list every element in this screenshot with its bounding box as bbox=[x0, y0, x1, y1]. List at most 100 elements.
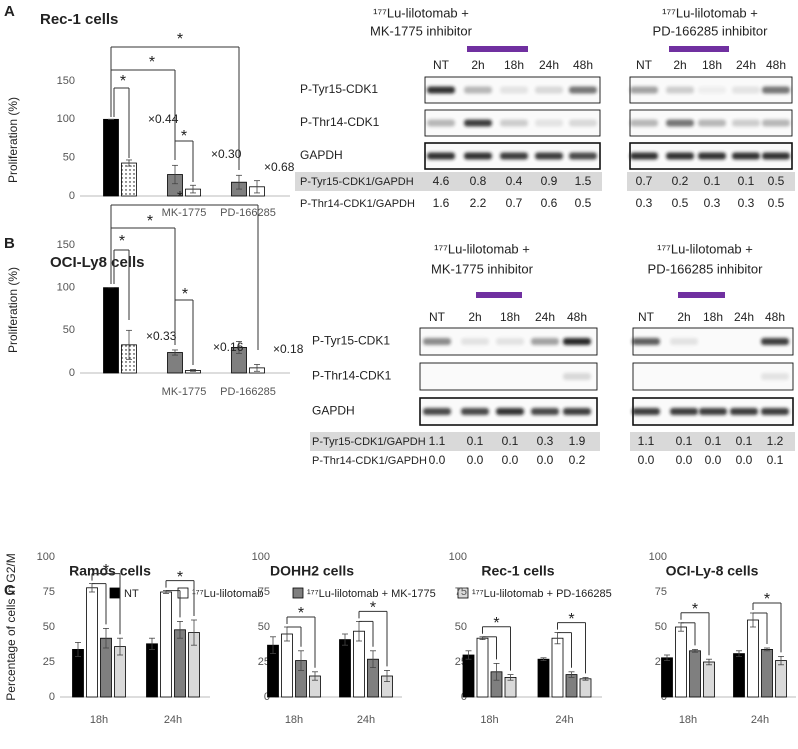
blot-band bbox=[761, 338, 789, 345]
panel-label: A bbox=[4, 3, 15, 20]
y-tick-label: 100 bbox=[37, 551, 55, 563]
bar bbox=[476, 637, 489, 698]
annotation: ×0.16 bbox=[213, 340, 244, 354]
bar bbox=[661, 657, 673, 698]
row-label: P-Thr14-CDK1 bbox=[300, 115, 380, 129]
error-bar bbox=[540, 657, 547, 661]
quant-label: P-Tyr15-CDK1/GAPDH bbox=[300, 176, 414, 188]
quant-value: 0.0 bbox=[736, 453, 753, 467]
quant-label: P-Tyr15-CDK1/GAPDH bbox=[312, 436, 426, 448]
error-bar bbox=[149, 637, 155, 650]
blot-band bbox=[464, 119, 492, 127]
bar bbox=[86, 587, 98, 698]
y-tick-label: 50 bbox=[258, 621, 270, 633]
error-bar bbox=[312, 671, 318, 681]
quant-value: 0.7 bbox=[636, 174, 653, 188]
y-tick-label: 75 bbox=[258, 586, 270, 598]
lane-label: 24h bbox=[736, 58, 756, 72]
y-tick-label: 50 bbox=[63, 324, 75, 336]
annotation: ×0.33 bbox=[146, 329, 177, 343]
significance-mark: * bbox=[298, 605, 304, 622]
quant-value: 0.2 bbox=[672, 174, 689, 188]
lane-label: NT bbox=[636, 58, 653, 72]
error-bar bbox=[172, 349, 178, 356]
blot-band bbox=[569, 119, 597, 127]
significance-mark: * bbox=[692, 601, 698, 618]
quant-value: 0.5 bbox=[672, 196, 689, 210]
quant-value: 0.5 bbox=[575, 196, 592, 210]
blot-band bbox=[698, 86, 726, 94]
blot-band bbox=[732, 86, 760, 94]
bar bbox=[675, 626, 687, 698]
blot-band bbox=[461, 408, 489, 415]
y-tick-label: 25 bbox=[43, 656, 55, 668]
x-tick-label: 24h bbox=[751, 714, 769, 726]
x-tick-label: 18h bbox=[90, 714, 108, 726]
quant-value: 0.0 bbox=[429, 453, 446, 467]
lane-label: 24h bbox=[539, 58, 559, 72]
blot-band bbox=[563, 408, 591, 415]
treatment-bar bbox=[669, 46, 729, 52]
significance-mark: * bbox=[181, 128, 187, 145]
quant-value: 0.3 bbox=[704, 196, 721, 210]
blot-band bbox=[464, 86, 492, 94]
quant-row-bg bbox=[310, 432, 600, 451]
significance-mark: * bbox=[119, 233, 125, 250]
x-tick-label: 18h bbox=[480, 714, 498, 726]
error-bar bbox=[493, 663, 500, 681]
lane-label: 2h bbox=[677, 310, 690, 324]
quant-value: 1.9 bbox=[569, 434, 586, 448]
blot-band bbox=[670, 408, 698, 415]
bar bbox=[579, 678, 592, 698]
quant-value: 0.1 bbox=[738, 174, 755, 188]
quant-value: 0.3 bbox=[537, 434, 554, 448]
quant-label: P-Thr14-CDK1/GAPDH bbox=[300, 198, 415, 210]
lane-label: 18h bbox=[702, 58, 722, 72]
y-tick-label: 100 bbox=[57, 282, 75, 294]
blot-band bbox=[464, 152, 492, 160]
quant-value: 0.0 bbox=[502, 453, 519, 467]
y-tick-label: 0 bbox=[49, 691, 55, 703]
blot-band bbox=[699, 408, 727, 415]
lane-label: 18h bbox=[500, 310, 520, 324]
quant-value: 4.6 bbox=[433, 174, 450, 188]
y-tick-label: 75 bbox=[655, 586, 667, 598]
error-bar bbox=[465, 650, 472, 660]
legend-swatch bbox=[109, 587, 121, 599]
y-tick-label: 100 bbox=[649, 551, 667, 563]
y-tick-label: 100 bbox=[252, 551, 270, 563]
bar bbox=[339, 639, 351, 698]
blot-band bbox=[762, 152, 790, 160]
annotation: ×0.44 bbox=[148, 112, 179, 126]
blot-band bbox=[630, 86, 658, 94]
y-axis-label: Proliferation (%) bbox=[6, 97, 20, 183]
significance-mark: * bbox=[182, 286, 188, 303]
lane-label: 48h bbox=[567, 310, 587, 324]
blot-band bbox=[535, 119, 563, 127]
blot-title: ¹⁷⁷Lu-lilotomab + bbox=[434, 241, 530, 256]
blot-band bbox=[762, 119, 790, 127]
y-tick-label: 0 bbox=[264, 691, 270, 703]
blot-band bbox=[762, 86, 790, 94]
quant-value: 0.1 bbox=[467, 434, 484, 448]
quant-value: 1.1 bbox=[638, 434, 655, 448]
blot-band bbox=[630, 119, 658, 127]
lane-label: 48h bbox=[573, 58, 593, 72]
quant-value: 0.6 bbox=[541, 196, 558, 210]
quant-row-bg bbox=[627, 172, 795, 191]
error-bar bbox=[177, 621, 183, 639]
error-bar bbox=[507, 674, 514, 681]
significance-mark: * bbox=[177, 189, 183, 206]
lane-label: NT bbox=[433, 58, 450, 72]
row-label: P-Tyr15-CDK1 bbox=[312, 334, 390, 348]
y-axis-label: Proliferation (%) bbox=[6, 267, 20, 353]
y-tick-label: 50 bbox=[455, 621, 467, 633]
quant-value: 0.4 bbox=[506, 174, 523, 188]
bar bbox=[733, 653, 745, 698]
error-bar bbox=[342, 633, 348, 646]
x-tick-label: 24h bbox=[357, 714, 375, 726]
significance-mark: * bbox=[103, 562, 109, 579]
bar bbox=[121, 162, 137, 197]
quant-value: 0.7 bbox=[506, 196, 523, 210]
row-label: GAPDH bbox=[312, 404, 355, 418]
